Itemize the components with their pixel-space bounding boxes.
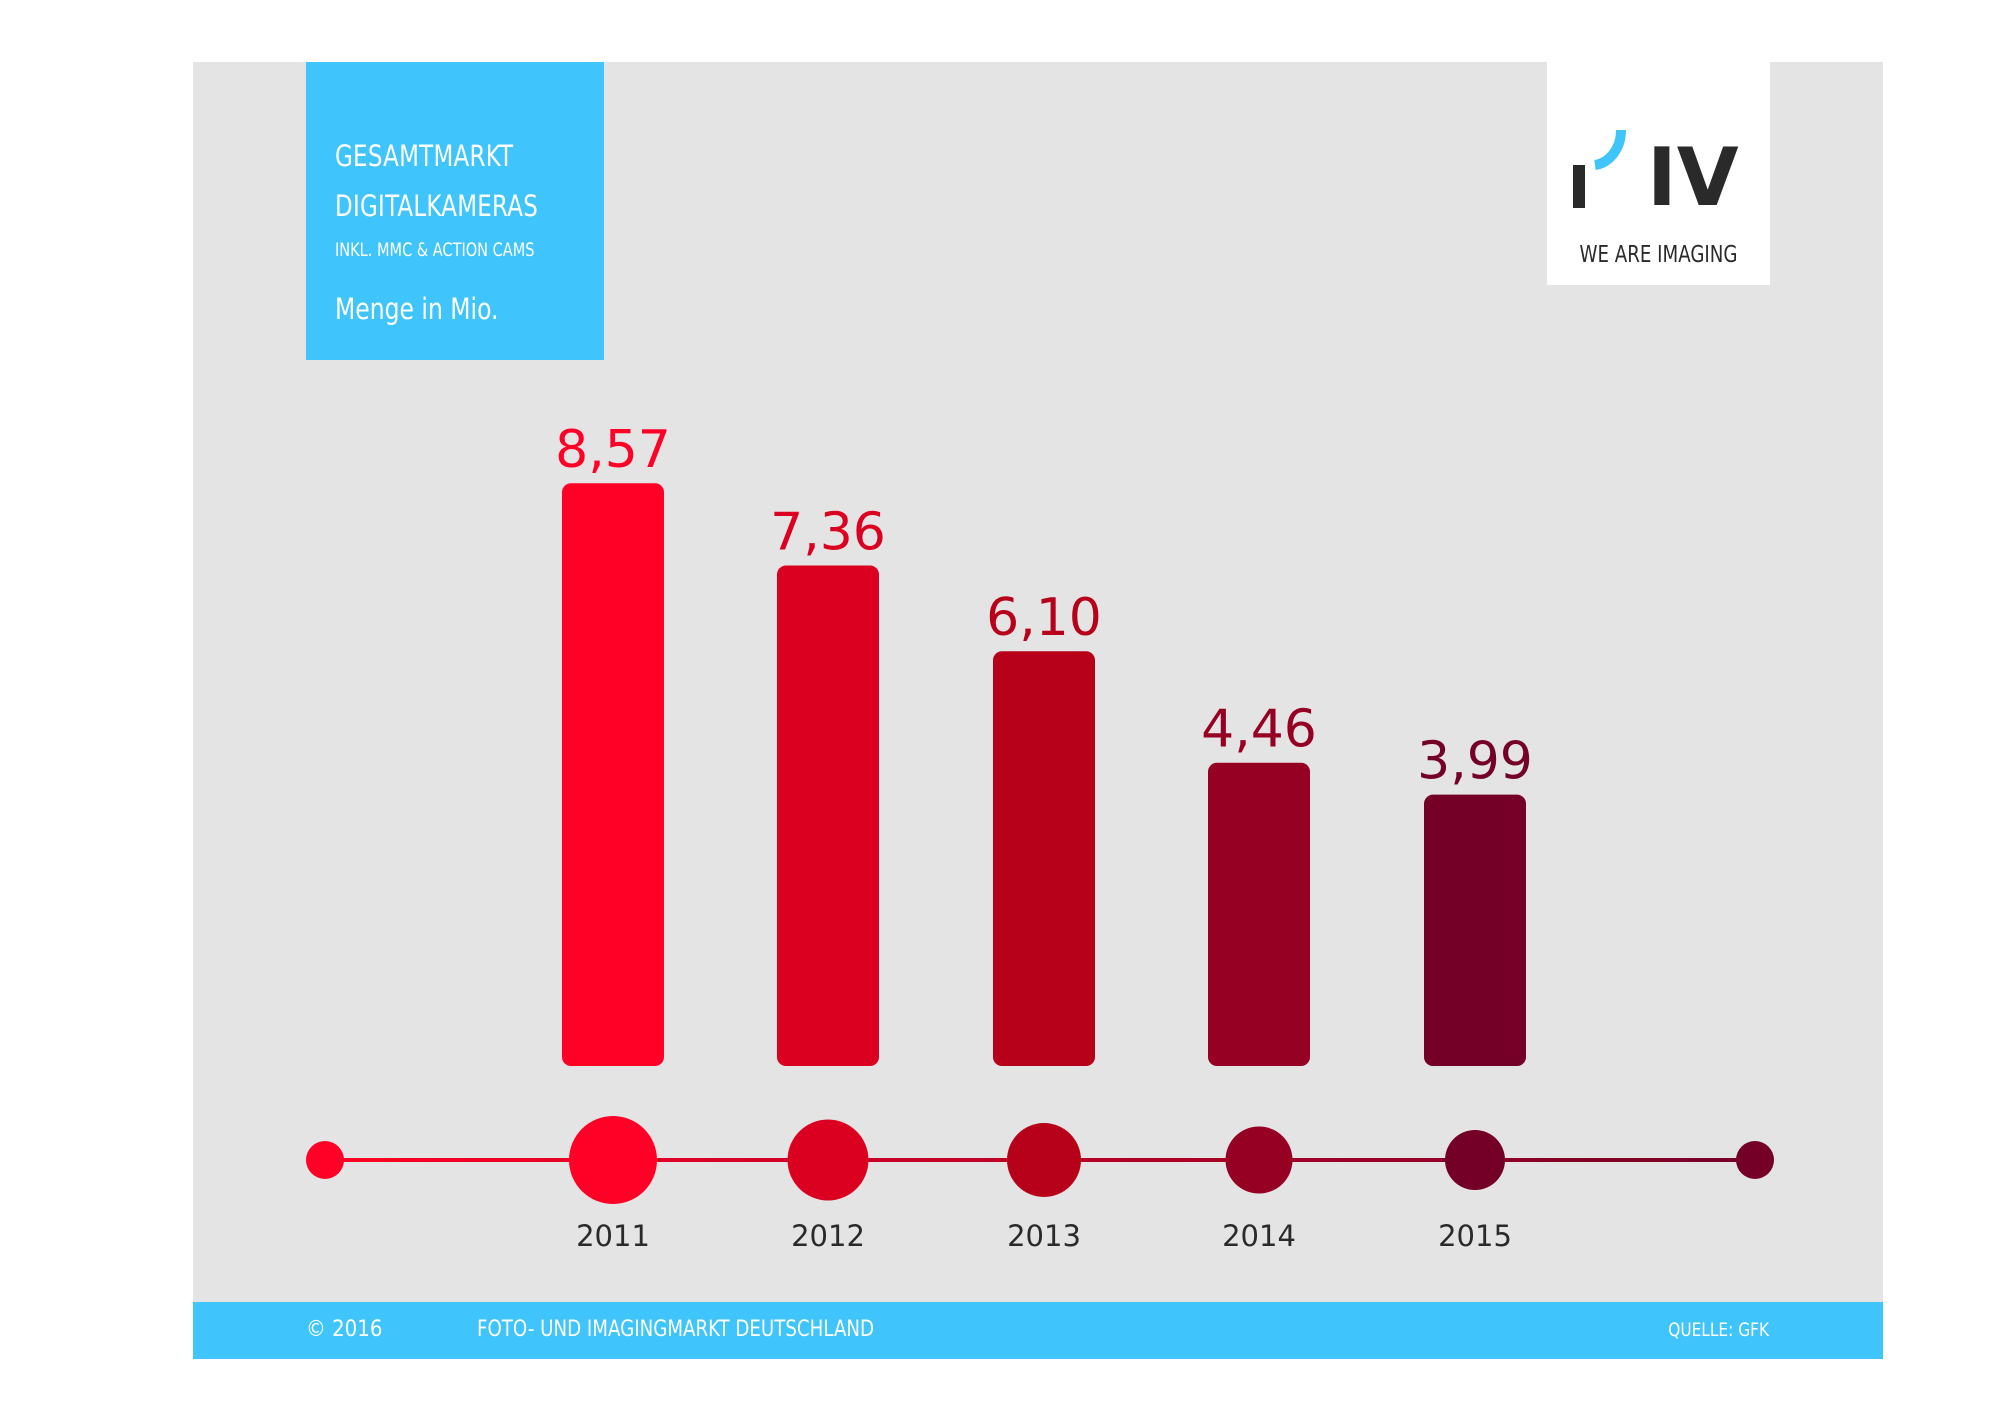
title-line-2: DIGITALKAMERAS <box>335 189 539 223</box>
bar-2015 <box>1424 794 1526 1066</box>
value-label-2013: 6,10 <box>986 588 1102 648</box>
value-label-2015: 3,99 <box>1417 732 1533 792</box>
timeline-dot-2012 <box>787 1119 869 1201</box>
year-label-2013: 2013 <box>1007 1219 1081 1253</box>
timeline-end-dot <box>1736 1141 1774 1179</box>
value-label-2014: 4,46 <box>1201 700 1317 760</box>
timeline <box>306 1116 1774 1204</box>
footer-title: FOTO- UND IMAGINGMARKT DEUTSCHLAND <box>477 1317 875 1342</box>
year-label-2015: 2015 <box>1438 1219 1512 1253</box>
footer-copyright: © 2016 <box>306 1317 383 1342</box>
value-label-2011: 8,57 <box>555 420 671 480</box>
footer-source: QUELLE: GFK <box>1668 1319 1769 1341</box>
footer-bar: © 2016 FOTO- UND IMAGINGMARKT DEUTSCHLAN… <box>193 1302 1883 1359</box>
bars <box>562 483 1526 1066</box>
logo-tagline: WE ARE IMAGING <box>1579 242 1738 268</box>
piv-logo: IV WE ARE IMAGING <box>1547 62 1770 285</box>
unit-label: Menge in Mio. <box>335 292 499 326</box>
year-label-2011: 2011 <box>576 1219 650 1253</box>
bar-2012 <box>777 565 879 1066</box>
timeline-dot-2013 <box>1007 1123 1081 1197</box>
timeline-dot-2011 <box>569 1116 657 1204</box>
value-label-2012: 7,36 <box>770 503 886 563</box>
logo-arc <box>1593 129 1626 170</box>
bar-2013 <box>993 651 1095 1066</box>
year-labels: 2011 2012 2013 2014 2015 <box>576 1219 1512 1253</box>
bar-2011 <box>562 483 664 1066</box>
title-box: GESAMTMARKT DIGITALKAMERAS INKL. MMC & A… <box>306 62 604 360</box>
timeline-dot-2014 <box>1225 1126 1293 1194</box>
subtitle: INKL. MMC & ACTION CAMS <box>335 239 535 261</box>
logo-text: IV <box>1647 131 1739 224</box>
timeline-dot-2015 <box>1445 1130 1505 1190</box>
year-label-2012: 2012 <box>791 1219 865 1253</box>
logo-bar <box>1573 165 1585 208</box>
piv-logo-mark: IV <box>1573 129 1739 224</box>
timeline-start-dot <box>306 1141 344 1179</box>
bar-2014 <box>1208 762 1310 1066</box>
title-line-1: GESAMTMARKT <box>335 139 514 173</box>
value-labels: 8,57 7,36 6,10 4,46 3,99 <box>555 420 1533 791</box>
year-label-2014: 2014 <box>1222 1219 1296 1253</box>
